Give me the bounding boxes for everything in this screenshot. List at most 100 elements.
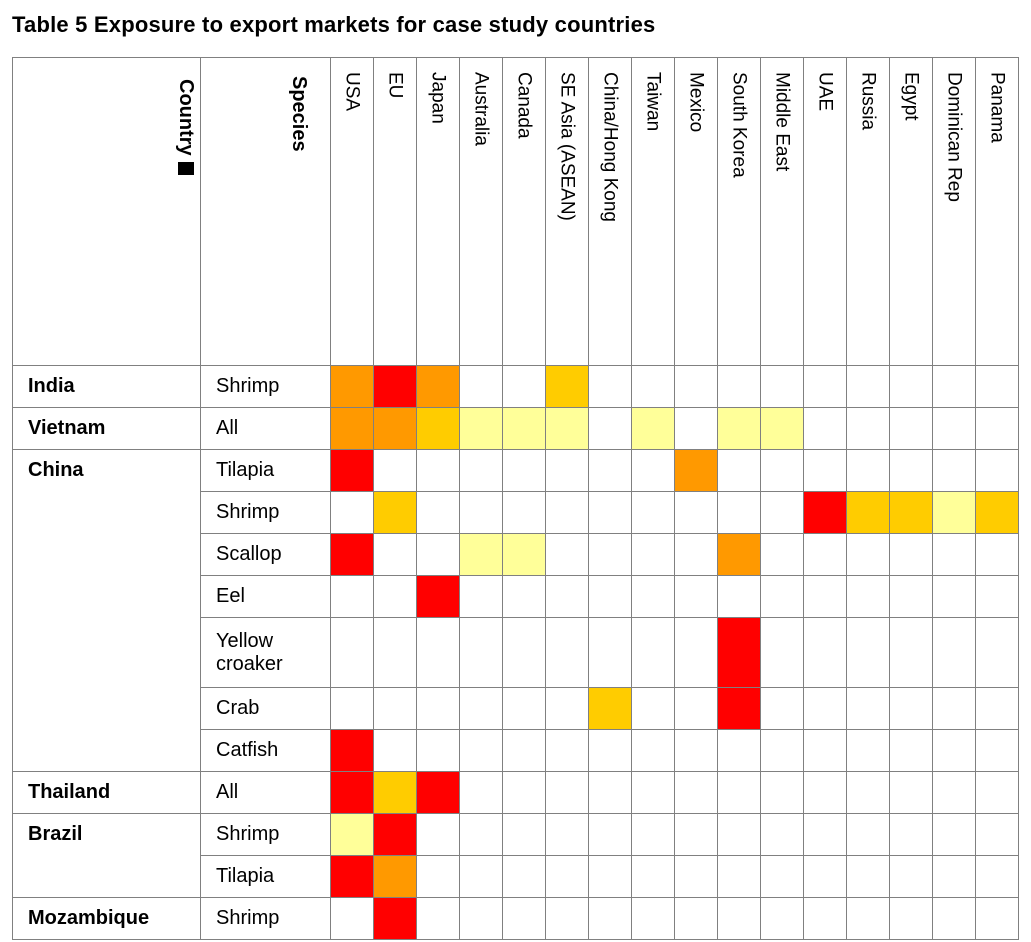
heat-cell-orange	[330, 365, 374, 408]
heat-cell-empty	[846, 771, 890, 814]
heat-cell-empty	[545, 897, 589, 940]
country-header-label: Country	[175, 79, 197, 156]
heat-cell-red	[416, 771, 460, 814]
heat-cell-empty	[588, 449, 632, 492]
heat-cell-empty	[674, 617, 718, 688]
heat-cell-orange	[373, 855, 417, 898]
species-cell: Scallop	[200, 533, 331, 576]
heat-cell-empty	[330, 575, 374, 618]
heat-cell-empty	[330, 617, 374, 688]
heat-cell-empty	[889, 855, 933, 898]
heat-cell-red	[330, 449, 374, 492]
heat-cell-empty	[717, 813, 761, 856]
heat-cell-red	[717, 687, 761, 730]
heat-cell-empty	[674, 407, 718, 450]
heat-cell-empty	[889, 575, 933, 618]
market-header-label: South Korea	[728, 72, 750, 178]
heat-cell-empty	[932, 617, 976, 688]
heat-cell-gold	[588, 687, 632, 730]
market-header-australia: Australia	[459, 57, 503, 366]
table-row: Scallop	[13, 533, 1019, 576]
heat-cell-empty	[416, 729, 460, 772]
heat-cell-empty	[588, 533, 632, 576]
heat-cell-empty	[459, 575, 503, 618]
heat-cell-empty	[846, 407, 890, 450]
species-cell: All	[200, 771, 331, 814]
heat-cell-empty	[846, 897, 890, 940]
species-label: All	[216, 417, 239, 439]
heat-cell-empty	[588, 491, 632, 534]
table-title: Table 5 Exposure to export markets for c…	[12, 12, 656, 37]
heat-cell-gold	[373, 771, 417, 814]
heat-cell-empty	[975, 729, 1019, 772]
market-header-label: Taiwan	[642, 72, 664, 132]
heat-cell-empty	[846, 533, 890, 576]
heat-cell-empty	[502, 365, 546, 408]
exposure-table: Country Species USA EU Japan Australia Canad…	[12, 57, 1019, 940]
table-row: Shrimp	[13, 491, 1019, 534]
heat-cell-empty	[760, 575, 804, 618]
species-cell: Shrimp	[200, 491, 331, 534]
heat-cell-empty	[631, 855, 675, 898]
heat-cell-empty	[760, 491, 804, 534]
heat-cell-red	[717, 617, 761, 688]
heat-cell-empty	[502, 491, 546, 534]
heat-cell-empty	[932, 729, 976, 772]
heat-cell-empty	[889, 365, 933, 408]
market-header-middle-east: Middle East	[760, 57, 804, 366]
heat-cell-pale_yellow	[330, 813, 374, 856]
country-cell-vietnam: Vietnam	[12, 407, 201, 450]
table-row: Brazil Shrimp	[12, 813, 1019, 898]
heat-cell-empty	[502, 575, 546, 618]
heat-cell-empty	[459, 729, 503, 772]
heat-cell-empty	[674, 897, 718, 940]
heat-cell-empty	[760, 897, 804, 940]
heat-cell-empty	[846, 617, 890, 688]
heat-cell-empty	[803, 771, 847, 814]
market-header-china-hong-kong: China/Hong Kong	[588, 57, 632, 366]
market-header-label: Middle East	[771, 72, 793, 172]
heat-cell-empty	[846, 449, 890, 492]
heat-cell-empty	[631, 575, 675, 618]
heat-cell-empty	[803, 407, 847, 450]
heat-cell-pale_yellow	[459, 533, 503, 576]
heat-cell-empty	[416, 813, 460, 856]
heat-cell-empty	[631, 729, 675, 772]
heat-cell-empty	[502, 897, 546, 940]
heat-cell-orange	[330, 407, 374, 450]
heat-cell-empty	[803, 575, 847, 618]
heat-cell-empty	[502, 729, 546, 772]
heat-cell-empty	[631, 813, 675, 856]
heat-cell-empty	[416, 449, 460, 492]
heat-cell-empty	[803, 813, 847, 856]
heat-cell-empty	[932, 407, 976, 450]
heat-cell-empty	[932, 575, 976, 618]
heat-cell-empty	[889, 897, 933, 940]
species-cell: Tilapia	[200, 855, 331, 898]
heat-cell-empty	[975, 575, 1019, 618]
heat-cell-empty	[975, 855, 1019, 898]
table-row: Crab	[13, 687, 1019, 730]
species-label: Shrimp	[216, 823, 280, 845]
market-header-taiwan: Taiwan	[631, 57, 675, 366]
heat-cell-empty	[545, 813, 589, 856]
heat-cell-empty	[373, 449, 417, 492]
species-cell: All	[200, 407, 331, 450]
country-cell-mozambique: Mozambique	[12, 897, 201, 940]
heat-cell-orange	[674, 449, 718, 492]
country-cell-china: China	[12, 449, 201, 772]
species-label: Scallop	[216, 543, 282, 565]
heat-cell-empty	[545, 617, 589, 688]
heat-cell-empty	[631, 365, 675, 408]
heat-cell-gold	[846, 491, 890, 534]
species-label: Yellow croaker	[216, 629, 283, 675]
market-header-label: EU	[384, 72, 406, 99]
market-header-dominican-rep: Dominican Rep	[932, 57, 976, 366]
heat-cell-empty	[330, 687, 374, 730]
heat-cell-empty	[330, 897, 374, 940]
heat-cell-pale_yellow	[932, 491, 976, 534]
heat-cell-empty	[889, 813, 933, 856]
heat-cell-empty	[889, 407, 933, 450]
species-label: All	[216, 781, 239, 803]
heat-cell-empty	[545, 729, 589, 772]
